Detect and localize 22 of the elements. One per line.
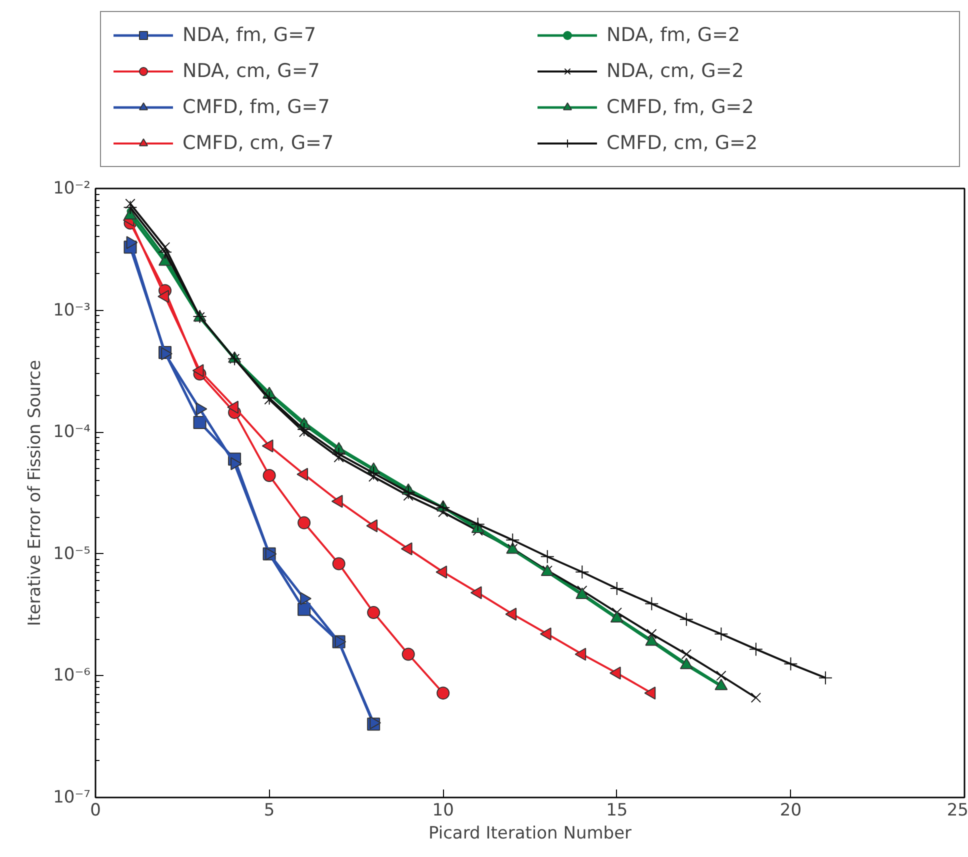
x-tick-label: 25 bbox=[946, 800, 968, 820]
y-tick-label: 10⁻⁴ bbox=[53, 422, 91, 442]
x-tick-label: 0 bbox=[90, 800, 101, 820]
legend-label: NDA, cm, G=7 bbox=[182, 60, 321, 82]
legend-label: CMFD, cm, G=7 bbox=[182, 132, 335, 154]
y-tick-label: 10⁻⁷ bbox=[53, 788, 91, 808]
legend-label: CMFD, fm, G=7 bbox=[182, 96, 331, 118]
legend-label: CMFD, fm, G=2 bbox=[606, 96, 755, 118]
y-tick-label: 10⁻³ bbox=[53, 300, 90, 320]
x-tick-label: 5 bbox=[264, 800, 275, 820]
y-tick-label: 10⁻⁵ bbox=[53, 544, 90, 564]
x-axis-title: Picard Iteration Number bbox=[428, 824, 632, 844]
x-tick-label: 15 bbox=[606, 800, 628, 820]
x-tick-label: 10 bbox=[432, 800, 454, 820]
y-tick-label: 10⁻² bbox=[53, 178, 90, 198]
legend-label: NDA, cm, G=2 bbox=[606, 60, 745, 82]
y-axis-title: Iterative Error of Fission Source bbox=[25, 360, 46, 626]
x-tick-label: 20 bbox=[780, 800, 802, 820]
legend-label: CMFD, cm, G=2 bbox=[606, 132, 759, 154]
legend-label: NDA, fm, G=7 bbox=[182, 24, 318, 46]
y-tick-label: 10⁻⁶ bbox=[53, 666, 91, 686]
legend-label: NDA, fm, G=2 bbox=[606, 24, 742, 46]
